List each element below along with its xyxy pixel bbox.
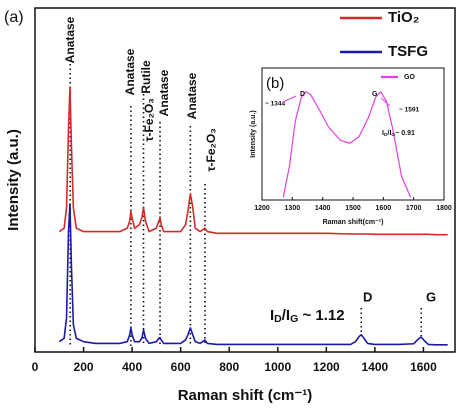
annotation: τ-Fe₂O₃	[204, 128, 218, 172]
y-axis-label: Intensity (a.u.)	[250, 110, 257, 157]
annotation-part: I	[382, 130, 384, 137]
annotation: G	[372, 91, 378, 98]
x-axis-label: Raman shift(cm⁻¹)	[323, 219, 384, 226]
series-line	[58, 86, 448, 236]
inset-frame	[246, 60, 450, 232]
plot-area	[34, 7, 456, 353]
subscript: D	[274, 313, 282, 325]
x-tick-label: 200	[74, 360, 94, 374]
annotation-part: /I	[388, 130, 392, 137]
annotation: Anatase	[157, 69, 171, 116]
annotation-part: /I	[282, 307, 290, 324]
x-tick-label: 0	[32, 360, 39, 374]
annotation: D	[300, 91, 305, 98]
annotation-part: ~ 0.91	[395, 130, 415, 137]
legend-label: TiO₂	[388, 9, 419, 26]
panel-label: (b)	[266, 75, 284, 92]
x-tick-label: 600	[171, 360, 191, 374]
annotation: ~ 1591	[399, 107, 419, 114]
annotation-part: ~ 1.12	[298, 307, 344, 324]
annotation: ID/IG ~ 1.12	[270, 307, 345, 325]
annotation: ~ 1344	[265, 101, 285, 108]
x-tick-label: 800	[219, 360, 239, 374]
subscript: D	[384, 132, 388, 138]
arrow	[282, 95, 297, 103]
series-line	[58, 203, 448, 346]
subscript: G	[290, 313, 298, 325]
annotation-part: I	[270, 307, 274, 324]
x-tick-label: 1200	[313, 360, 340, 374]
x-tick-label: 1400	[315, 205, 331, 212]
y-axis-label: Intensity (a.u.)	[5, 129, 22, 231]
arrow	[380, 97, 391, 107]
annotation: G	[426, 289, 436, 304]
panel-label: (a)	[4, 9, 24, 26]
annotation: τ-Fe₂O₃	[142, 98, 156, 142]
x-axis-label: Raman shift (cm⁻¹)	[178, 387, 313, 404]
x-tick-label: 1300	[285, 205, 301, 212]
x-tick-label: 1800	[436, 205, 452, 212]
legend-label: GO	[404, 74, 415, 81]
x-tick-label: 1600	[410, 360, 437, 374]
x-tick-label: 1200	[254, 205, 270, 212]
annotation: Anatase	[185, 72, 199, 119]
x-tick-label: 1000	[264, 360, 291, 374]
x-tick-label: 1700	[406, 205, 422, 212]
x-tick-label: 400	[122, 360, 142, 374]
x-tick-label: 1600	[376, 205, 392, 212]
series-line	[282, 91, 412, 198]
legend-label: TSFG	[388, 43, 428, 60]
annotation: Rutile	[139, 60, 153, 94]
annotation: Anatase	[123, 48, 137, 95]
x-tick-label: 1400	[362, 360, 389, 374]
subscript: G	[391, 132, 395, 138]
annotation: D	[363, 289, 372, 304]
x-tick-label: 1500	[345, 205, 361, 212]
annotation: Anatase	[63, 16, 77, 63]
annotation: ID/IG~ 0.91	[382, 130, 415, 138]
